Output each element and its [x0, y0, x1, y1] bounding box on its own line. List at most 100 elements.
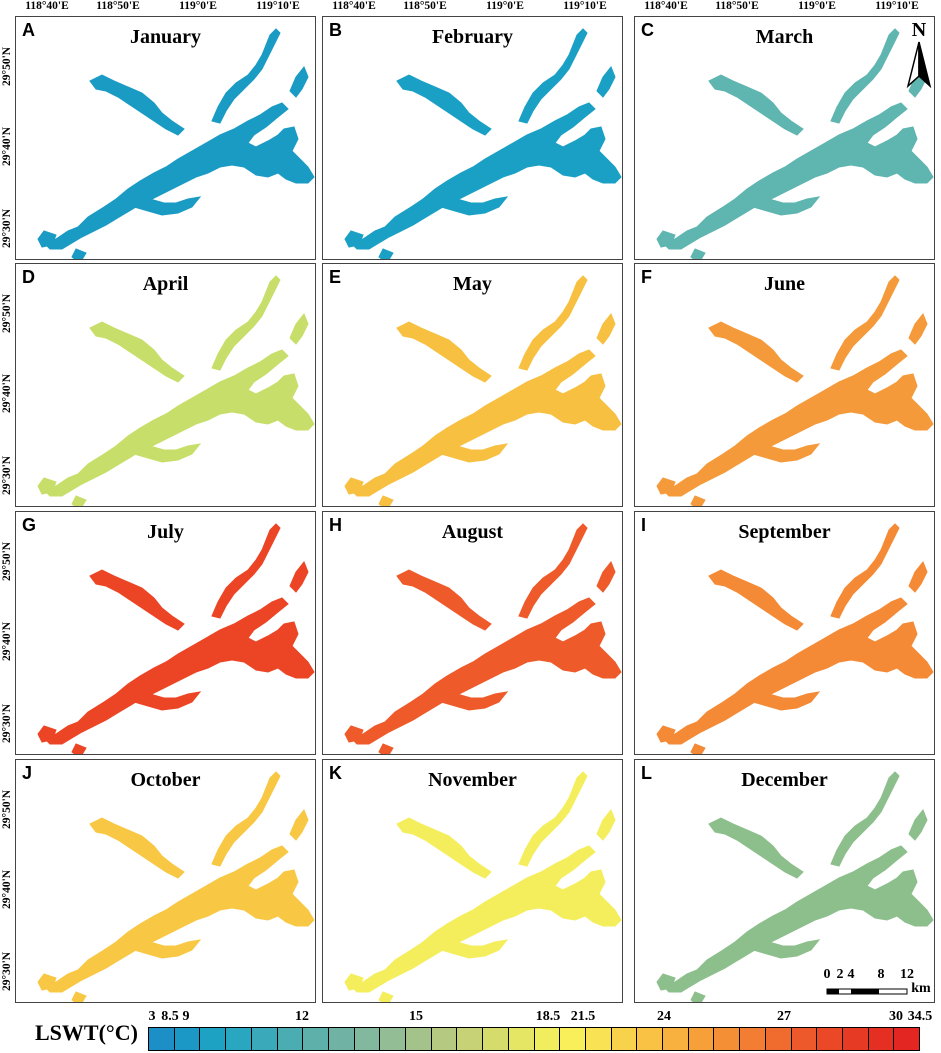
lake-shape-part: [830, 771, 900, 867]
lake-shape-part: [518, 771, 588, 867]
lake-shape-part: [89, 569, 185, 631]
latitude-label: 29°50'N: [1, 46, 13, 86]
color-bar-cell: [663, 1028, 689, 1050]
panel-month-title: April: [142, 273, 189, 295]
color-bar-cell: [277, 1028, 304, 1050]
panel-may: E May: [322, 263, 623, 507]
lake-shape-part: [71, 743, 87, 754]
lake-shape-part: [744, 935, 821, 959]
lake-map-december: [656, 771, 934, 1002]
lake-shape-part: [71, 495, 87, 506]
lake-shape-part: [378, 991, 394, 1002]
lake-shape-part: [89, 817, 185, 879]
panel-february: B February: [322, 16, 623, 260]
color-bar-cell: [200, 1028, 227, 1050]
lake-shape-part: [690, 495, 706, 506]
color-bar-cell: [508, 1028, 535, 1050]
longitude-label: 118°50'E: [96, 0, 140, 12]
lake-shape-part: [656, 725, 676, 743]
lake-shape-part: [708, 817, 804, 879]
color-bar-cell: [714, 1028, 741, 1050]
longitude-label: 119°10'E: [563, 0, 607, 12]
lake-shape-part: [656, 477, 676, 495]
latitude-label: 29°30'N: [1, 703, 13, 743]
lake-shape-part: [518, 523, 588, 619]
lake-shape-part: [396, 74, 492, 136]
lake-shape-part: [830, 275, 900, 371]
lake-shape-part: [344, 230, 364, 248]
lake-shape-part: [125, 439, 202, 463]
lake-shape-part: [908, 313, 928, 345]
color-bar-cell: [226, 1028, 252, 1050]
panel-month-title: August: [441, 521, 504, 543]
north-label: N: [912, 19, 927, 41]
panel-april: D April: [15, 263, 316, 507]
lake-shape-part: [662, 349, 934, 497]
latitude-label: 29°50'N: [1, 789, 13, 829]
lake-shape-part: [432, 687, 509, 711]
panel-month-title: October: [130, 769, 201, 791]
lake-shape-part: [125, 935, 202, 959]
lake-shape-part: [656, 230, 676, 248]
lake-shape-part: [350, 102, 622, 250]
panel-letter: A: [22, 20, 35, 40]
lake-shape-part: [43, 102, 315, 250]
panel-letter: I: [641, 515, 647, 535]
color-bar-cell: [303, 1028, 329, 1050]
panel-march: C March: [634, 16, 935, 260]
panel-august: H August: [322, 511, 623, 755]
lake-map-april: [37, 275, 315, 506]
legend-tick-label: 18.5: [535, 1009, 561, 1024]
lake-shape-part: [690, 248, 706, 259]
panel-month-title: March: [755, 26, 814, 48]
panel-july: G July: [15, 511, 316, 755]
lake-shape-part: [396, 569, 492, 631]
panel-letter: H: [329, 515, 342, 535]
lake-shape-part: [378, 495, 394, 506]
lake-shape-part: [596, 809, 616, 841]
lake-map-august: [344, 523, 622, 754]
lake-shape-part: [744, 192, 821, 216]
scale-label-4: 4: [847, 967, 855, 982]
lake-shape-part: [37, 477, 57, 495]
lake-shape-part: [596, 313, 616, 345]
color-bar-cell: [380, 1028, 407, 1050]
latitude-label: 29°50'N: [1, 541, 13, 581]
panel-november: K November: [322, 759, 623, 1003]
lake-shape-part: [289, 66, 309, 98]
longitude-label: 119°0'E: [798, 0, 836, 12]
panel-month-title: May: [453, 273, 492, 295]
legend-tick-label: 8.5: [161, 1009, 179, 1024]
scale-bar-graphic: [826, 988, 908, 995]
lake-shape-part: [708, 321, 804, 383]
lake-shape-part: [596, 66, 616, 98]
lake-shape-part: [378, 248, 394, 259]
color-bar-cell: [560, 1028, 586, 1050]
latitude-label: 29°30'N: [1, 951, 13, 991]
lake-shape-part: [125, 687, 202, 711]
longitude-label: 119°10'E: [875, 0, 919, 12]
latitude-label: 29°40'N: [1, 373, 13, 413]
lake-map-october: [37, 771, 315, 1002]
color-bar-cell: [894, 1028, 920, 1050]
lake-shape-part: [708, 74, 804, 136]
panel-month-title: September: [738, 521, 831, 543]
color-bar-cell: [149, 1028, 175, 1050]
latitude-label: 29°30'N: [1, 455, 13, 495]
panel-letter: B: [329, 20, 342, 40]
scale-label-0: 0: [823, 967, 831, 982]
lake-shape-part: [125, 192, 202, 216]
lake-shape-part: [432, 192, 509, 216]
panel-month-title: July: [147, 521, 184, 543]
lake-shape-part: [708, 569, 804, 631]
color-bar-cell: [688, 1028, 715, 1050]
panel-letter: J: [22, 763, 33, 783]
lake-map-july: [37, 523, 315, 754]
longitude-label: 118°40'E: [25, 0, 69, 12]
lake-shape-part: [71, 991, 87, 1002]
color-bar: [148, 1027, 920, 1051]
lake-map-march: [656, 28, 934, 259]
lake-shape-part: [344, 973, 364, 991]
color-bar-cell: [842, 1028, 869, 1050]
legend-title: LSWT(°C): [35, 1020, 138, 1045]
